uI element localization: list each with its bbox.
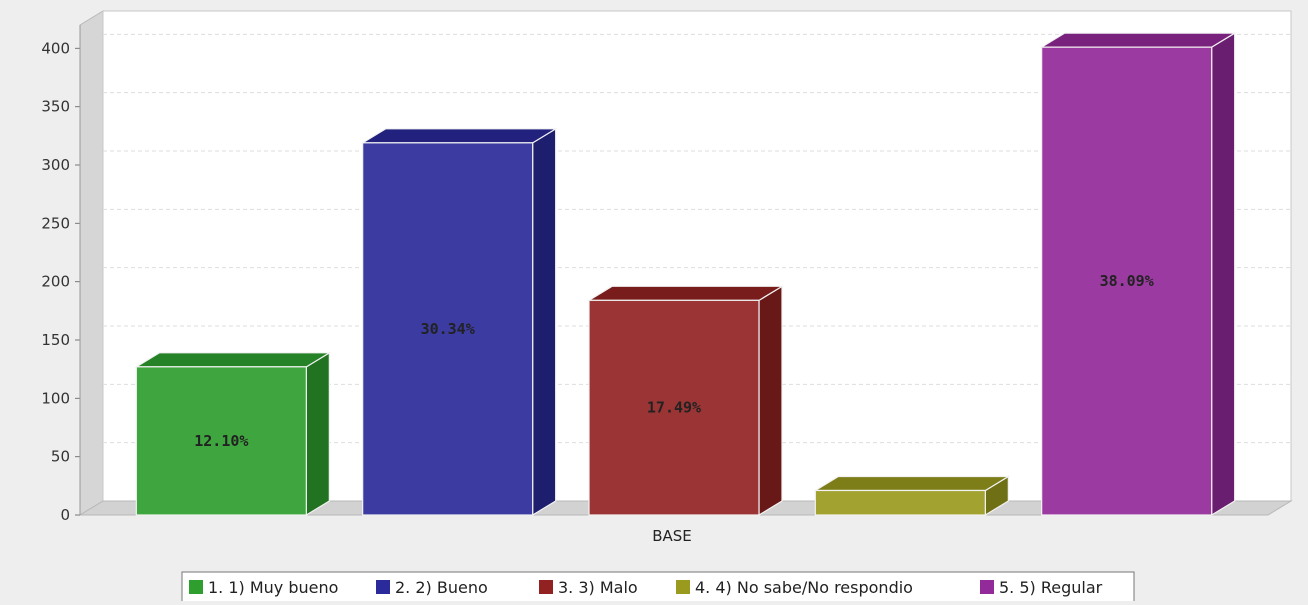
legend-label: 5. 5) Regular bbox=[999, 578, 1103, 597]
bar-side bbox=[758, 285, 783, 517]
bar-front bbox=[1041, 46, 1213, 516]
y-axis: 0 50 100 150 200 250 300 350 400 bbox=[41, 25, 81, 524]
y-tick-label: 250 bbox=[41, 214, 70, 232]
bars bbox=[134, 32, 1237, 517]
legend-label: 3. 3) Malo bbox=[558, 578, 638, 597]
bar-front bbox=[362, 142, 534, 516]
legend-label: 4. 4) No sabe/No respondio bbox=[695, 578, 913, 597]
bar-value-label: 30.34% bbox=[421, 320, 475, 338]
y-tick-label: 200 bbox=[41, 273, 70, 291]
bar-front bbox=[135, 366, 307, 516]
legend-swatch bbox=[980, 580, 994, 594]
bar-value-label: 12.10% bbox=[194, 432, 248, 450]
bar-value-label: 38.09% bbox=[1100, 272, 1154, 290]
bar bbox=[360, 127, 558, 517]
legend-swatch bbox=[189, 580, 203, 594]
y-tick-label: 50 bbox=[51, 448, 70, 466]
legend-swatch bbox=[539, 580, 553, 594]
bar-top bbox=[586, 285, 785, 301]
bar-front bbox=[588, 299, 760, 516]
x-axis-category-label: BASE bbox=[652, 527, 692, 545]
y-tick-label: 350 bbox=[41, 98, 70, 116]
legend-swatch bbox=[376, 580, 390, 594]
left-wall bbox=[79, 10, 104, 516]
bar-value-label: 17.49% bbox=[647, 399, 701, 417]
bar-top bbox=[134, 352, 332, 368]
legend: 1. 1) Muy bueno 2. 2) Bueno 3. 3) Malo 4. 4… bbox=[181, 571, 1135, 603]
bar-top bbox=[360, 128, 558, 144]
y-tick-label: 100 bbox=[41, 389, 70, 407]
bar bbox=[134, 351, 332, 517]
legend-label: 2. 2) Bueno bbox=[395, 578, 488, 597]
bar-top bbox=[813, 475, 1011, 492]
bar-side bbox=[305, 351, 330, 517]
bar-labels: 12.10% 30.34% 17.49% 38.09% bbox=[194, 272, 1154, 450]
bar-side bbox=[532, 127, 557, 517]
legend-box bbox=[181, 571, 1135, 603]
y-tick-label: 300 bbox=[41, 156, 70, 174]
bar-side bbox=[1211, 32, 1236, 517]
legend-label: 1. 1) Muy bueno bbox=[208, 578, 338, 597]
y-tick-label: 0 bbox=[60, 506, 70, 524]
bar bbox=[586, 285, 785, 517]
bar-front bbox=[814, 489, 986, 516]
y-tick-label: 400 bbox=[41, 39, 70, 57]
legend-swatch bbox=[676, 580, 690, 594]
bar bbox=[1039, 32, 1237, 517]
bar bbox=[813, 475, 1011, 517]
bar-top bbox=[1039, 32, 1237, 48]
y-tick-label: 150 bbox=[41, 331, 70, 349]
